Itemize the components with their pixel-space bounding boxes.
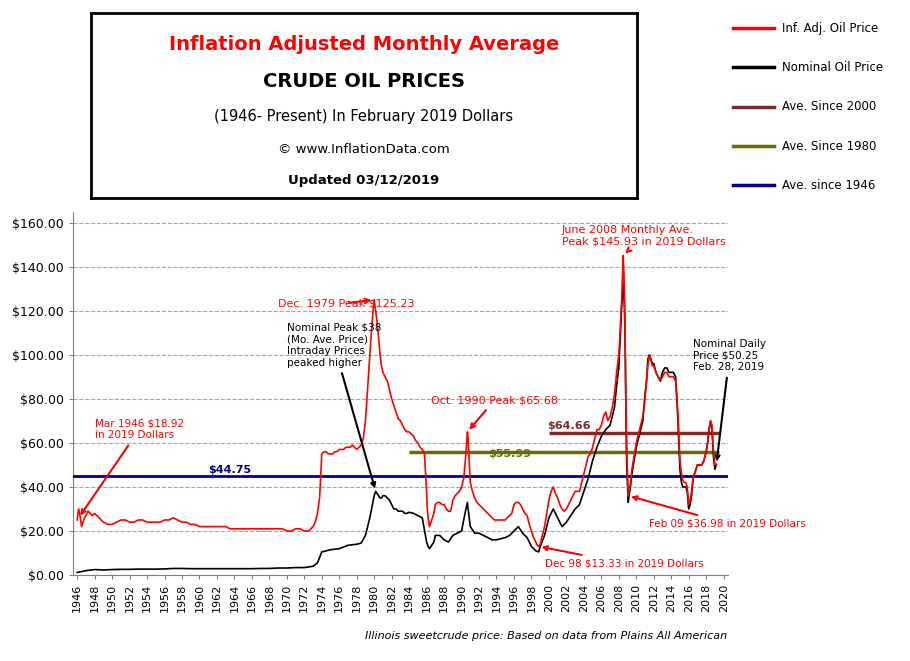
Text: Mar 1946 $18.92
in 2019 Dollars: Mar 1946 $18.92 in 2019 Dollars (82, 419, 184, 514)
Text: $55.99: $55.99 (488, 449, 531, 459)
Text: CRUDE OIL PRICES: CRUDE OIL PRICES (263, 73, 465, 91)
Text: Nominal Oil Price: Nominal Oil Price (782, 61, 883, 74)
Text: Ave. Since 1980: Ave. Since 1980 (782, 139, 876, 153)
Text: Oct. 1990 Peak $65.68: Oct. 1990 Peak $65.68 (431, 395, 558, 428)
Text: Ave. Since 2000: Ave. Since 2000 (782, 100, 876, 113)
Text: Dec 98 $13.33 in 2019 Dollars: Dec 98 $13.33 in 2019 Dollars (543, 546, 703, 568)
Text: Updated 03/12/2019: Updated 03/12/2019 (288, 175, 440, 187)
Text: Ave. since 1946: Ave. since 1946 (782, 179, 875, 192)
Text: Nominal Peak $38
(Mo. Ave. Price)
Intraday Prices
peaked higher: Nominal Peak $38 (Mo. Ave. Price) Intrad… (287, 323, 381, 486)
Text: June 2008 Monthly Ave.
Peak $145.93 in 2019 Dollars: June 2008 Monthly Ave. Peak $145.93 in 2… (562, 225, 726, 252)
Text: (1946- Present) In February 2019 Dollars: (1946- Present) In February 2019 Dollars (215, 110, 513, 124)
Text: $44.75: $44.75 (208, 465, 251, 475)
Text: $64.66: $64.66 (547, 420, 591, 430)
Text: Feb 09 $36.98 in 2019 Dollars: Feb 09 $36.98 in 2019 Dollars (633, 496, 806, 529)
Text: Inf. Adj. Oil Price: Inf. Adj. Oil Price (782, 22, 878, 34)
Text: Illinois sweetcrude price: Based on data from Plains All American: Illinois sweetcrude price: Based on data… (365, 631, 727, 641)
Text: Nominal Daily
Price $50.25
Feb. 28, 2019: Nominal Daily Price $50.25 Feb. 28, 2019 (693, 339, 766, 459)
Text: Inflation Adjusted Monthly Average: Inflation Adjusted Monthly Average (169, 36, 559, 54)
Text: © www.InflationData.com: © www.InflationData.com (278, 143, 450, 156)
Text: Dec. 1979 Peak $125.23: Dec. 1979 Peak $125.23 (278, 298, 415, 308)
